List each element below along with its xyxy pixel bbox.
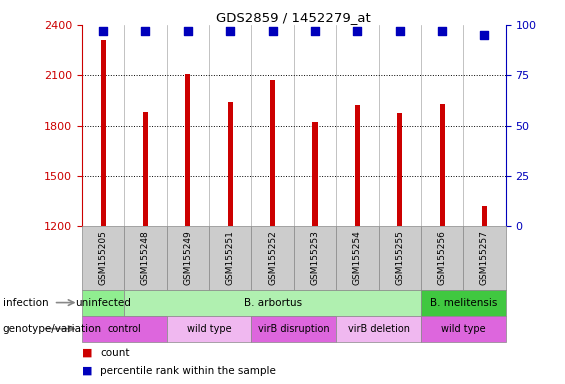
Point bbox=[396, 28, 405, 34]
Text: GSM155248: GSM155248 bbox=[141, 230, 150, 285]
Text: percentile rank within the sample: percentile rank within the sample bbox=[100, 366, 276, 376]
Text: wild type: wild type bbox=[441, 324, 485, 334]
Text: GSM155254: GSM155254 bbox=[353, 230, 362, 285]
Point bbox=[268, 28, 277, 34]
Text: B. arbortus: B. arbortus bbox=[244, 298, 302, 308]
Point bbox=[183, 28, 192, 34]
Text: virB deletion: virB deletion bbox=[347, 324, 410, 334]
Point bbox=[437, 28, 446, 34]
Bar bbox=[101, 40, 106, 226]
Text: uninfected: uninfected bbox=[75, 298, 131, 308]
Text: ■: ■ bbox=[82, 348, 93, 358]
Point bbox=[141, 28, 150, 34]
Title: GDS2859 / 1452279_at: GDS2859 / 1452279_at bbox=[216, 11, 371, 24]
Text: ■: ■ bbox=[82, 366, 93, 376]
Text: genotype/variation: genotype/variation bbox=[3, 324, 102, 334]
Point bbox=[480, 32, 489, 38]
Text: virB disruption: virB disruption bbox=[258, 324, 329, 334]
Text: GSM155255: GSM155255 bbox=[396, 230, 404, 285]
Text: count: count bbox=[100, 348, 129, 358]
Bar bbox=[143, 112, 148, 226]
Point bbox=[311, 28, 320, 34]
Point bbox=[98, 28, 107, 34]
Text: GSM155249: GSM155249 bbox=[184, 230, 192, 285]
Text: B. melitensis: B. melitensis bbox=[429, 298, 497, 308]
Bar bbox=[228, 102, 233, 226]
Text: control: control bbox=[107, 324, 141, 334]
Bar bbox=[397, 113, 402, 226]
Text: GSM155252: GSM155252 bbox=[268, 230, 277, 285]
Text: GSM155256: GSM155256 bbox=[438, 230, 446, 285]
Text: infection: infection bbox=[3, 298, 49, 308]
Text: wild type: wild type bbox=[187, 324, 231, 334]
Bar bbox=[355, 106, 360, 226]
Text: GSM155253: GSM155253 bbox=[311, 230, 319, 285]
Bar bbox=[270, 80, 275, 226]
Point bbox=[353, 28, 362, 34]
Bar bbox=[482, 206, 487, 226]
Bar bbox=[185, 74, 190, 226]
Text: GSM155251: GSM155251 bbox=[226, 230, 234, 285]
Text: GSM155205: GSM155205 bbox=[99, 230, 107, 285]
Point bbox=[226, 28, 235, 34]
Text: GSM155257: GSM155257 bbox=[480, 230, 489, 285]
Bar bbox=[440, 104, 445, 226]
Bar bbox=[312, 122, 318, 226]
